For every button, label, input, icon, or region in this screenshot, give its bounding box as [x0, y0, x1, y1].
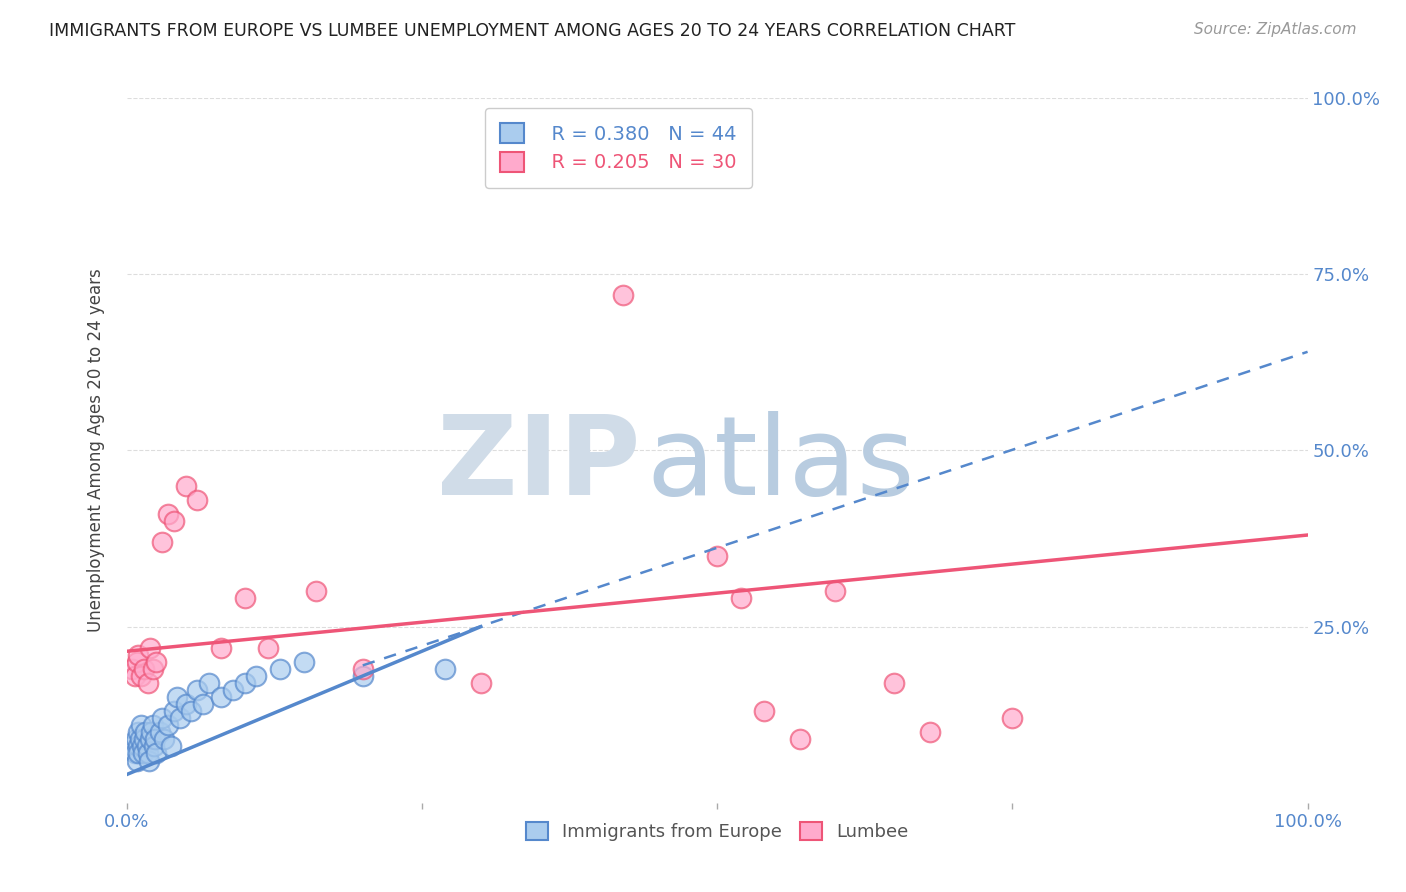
- Text: atlas: atlas: [647, 411, 915, 518]
- Point: [127, 725, 149, 739]
- Point: [127, 655, 149, 669]
- Point: [135, 739, 157, 754]
- Point: [141, 725, 163, 739]
- Point: [143, 732, 166, 747]
- Point: [153, 732, 176, 747]
- Point: [127, 739, 149, 754]
- Point: [125, 732, 148, 747]
- Point: [209, 690, 232, 705]
- Point: [163, 704, 186, 718]
- Point: [434, 662, 457, 676]
- Text: Source: ZipAtlas.com: Source: ZipAtlas.com: [1194, 22, 1357, 37]
- Point: [233, 591, 256, 606]
- Point: [128, 732, 150, 747]
- Point: [124, 669, 146, 683]
- Point: [174, 478, 197, 492]
- Legend: Immigrants from Europe, Lumbee: Immigrants from Europe, Lumbee: [517, 813, 917, 850]
- Point: [352, 669, 374, 683]
- Point: [789, 732, 811, 747]
- Point: [186, 683, 208, 698]
- Point: [540, 127, 562, 141]
- Point: [121, 739, 143, 754]
- Point: [131, 739, 153, 754]
- Point: [706, 549, 728, 564]
- Point: [145, 655, 167, 669]
- Point: [142, 739, 165, 754]
- Point: [139, 732, 162, 747]
- Point: [257, 640, 280, 655]
- Point: [132, 747, 155, 761]
- Point: [136, 676, 159, 690]
- Point: [754, 704, 776, 718]
- Point: [193, 697, 215, 711]
- Point: [198, 676, 221, 690]
- Text: IMMIGRANTS FROM EUROPE VS LUMBEE UNEMPLOYMENT AMONG AGES 20 TO 24 YEARS CORRELAT: IMMIGRANTS FROM EUROPE VS LUMBEE UNEMPLO…: [49, 22, 1015, 40]
- Point: [129, 669, 152, 683]
- Point: [129, 718, 152, 732]
- Point: [304, 584, 326, 599]
- Point: [150, 535, 173, 549]
- Point: [134, 725, 156, 739]
- Point: [141, 662, 163, 676]
- Point: [134, 662, 156, 676]
- Point: [292, 655, 315, 669]
- Point: [136, 747, 159, 761]
- Point: [169, 711, 191, 725]
- Point: [145, 747, 167, 761]
- Point: [134, 732, 156, 747]
- Point: [245, 669, 267, 683]
- Point: [918, 725, 941, 739]
- Point: [222, 683, 245, 698]
- Point: [883, 676, 905, 690]
- Point: [163, 514, 186, 528]
- Point: [1001, 711, 1024, 725]
- Point: [156, 718, 179, 732]
- Point: [174, 697, 197, 711]
- Point: [233, 676, 256, 690]
- Point: [352, 662, 374, 676]
- Point: [269, 662, 291, 676]
- Point: [612, 288, 634, 302]
- Point: [127, 754, 149, 768]
- Point: [180, 704, 202, 718]
- Point: [149, 725, 172, 739]
- Point: [186, 492, 208, 507]
- Point: [166, 690, 188, 705]
- Point: [139, 640, 162, 655]
- Point: [730, 591, 752, 606]
- Point: [150, 711, 173, 725]
- Point: [824, 584, 846, 599]
- Point: [160, 739, 183, 754]
- Point: [141, 718, 163, 732]
- Text: ZIP: ZIP: [437, 411, 640, 518]
- Point: [127, 747, 149, 761]
- Y-axis label: Unemployment Among Ages 20 to 24 years: Unemployment Among Ages 20 to 24 years: [87, 268, 105, 632]
- Point: [470, 676, 492, 690]
- Point: [127, 648, 149, 662]
- Point: [156, 507, 179, 521]
- Point: [209, 640, 232, 655]
- Point: [124, 747, 146, 761]
- Point: [138, 754, 160, 768]
- Point: [121, 662, 143, 676]
